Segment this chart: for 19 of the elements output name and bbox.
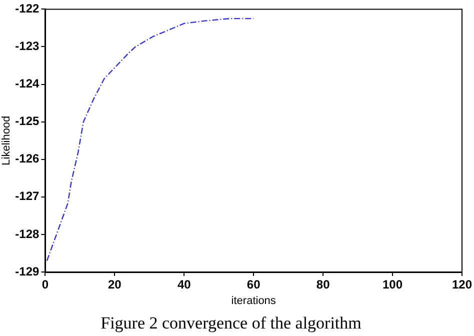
x-tick-label: 20: [108, 278, 122, 292]
y-tick-label: -127: [15, 189, 40, 204]
y-tick-label: -123: [15, 39, 40, 54]
y-tick-label: -126: [15, 152, 40, 166]
x-tick-label: 80: [316, 278, 330, 292]
x-tick-label: 0: [42, 278, 49, 292]
y-axis-title: Likelihood: [0, 116, 13, 166]
y-tick-label: -129: [15, 264, 40, 278]
line-series: [46, 18, 254, 262]
x-tick-label: 120: [452, 278, 472, 292]
x-tick-label: 60: [246, 278, 261, 292]
y-tick-label: -125: [15, 114, 40, 128]
y-tick-label: -124: [15, 76, 40, 91]
text: Figure 2 convergence of the algorithm: [100, 313, 362, 332]
y-tick-label: -122: [15, 2, 40, 16]
x-tick-label: 40: [177, 278, 192, 292]
x-axis-title: iterations: [231, 295, 276, 308]
y-tick-label: -128: [15, 226, 40, 241]
x-tick-label: 100: [382, 278, 403, 292]
